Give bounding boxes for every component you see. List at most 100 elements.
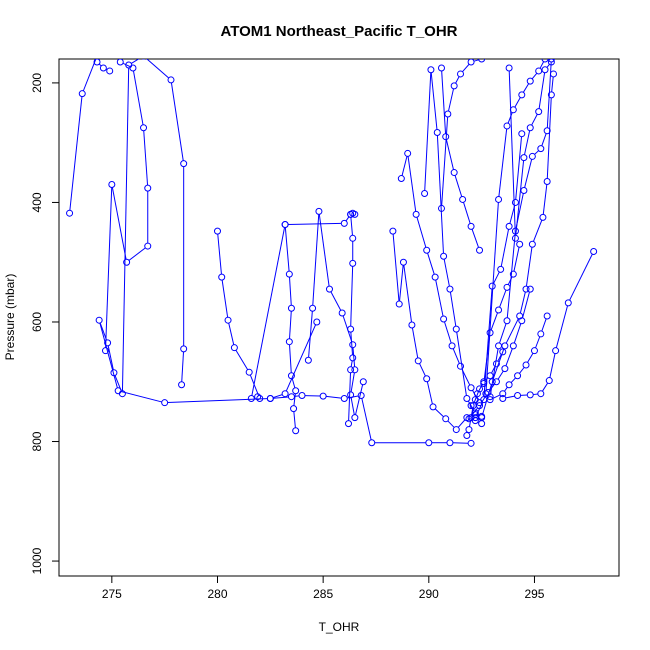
y-axis-label: Pressure (mbar) [3,274,17,361]
data-point [287,393,295,401]
data-point [444,110,452,118]
series-segment [350,372,355,393]
data-point [539,213,547,221]
series-segment [318,214,330,287]
data-point [423,246,431,254]
data-point [349,341,357,349]
data-point [304,356,312,364]
series-segment [546,97,552,179]
data-point [488,378,496,386]
series-segment [507,112,513,124]
data-point [511,234,519,242]
data-point [505,222,513,230]
data-point [412,210,420,218]
series-segment [462,63,470,73]
data-point [256,394,264,402]
series-segment [345,216,350,222]
x-tick-label: 280 [207,587,227,601]
data-point [123,258,131,266]
series-segment [312,214,320,306]
series-segment [519,367,525,374]
series-segment [470,407,479,417]
plot-frame [58,58,620,577]
series-segment [542,184,548,215]
data-point [66,209,74,217]
series-segment [497,354,502,362]
series-segment [284,227,290,272]
data-point [429,403,437,411]
series-13 [437,64,484,254]
series-segment [132,70,144,125]
data-point [347,325,355,333]
data-point [590,247,598,255]
series-segment [411,327,419,358]
data-point [440,315,448,323]
series-20 [486,312,551,404]
series-segment [475,391,479,398]
data-point [465,426,473,434]
data-point [518,130,526,138]
data-point [309,304,317,312]
series-segment [498,128,508,197]
series-16 [471,130,526,422]
data-point [347,210,355,218]
data-point [459,195,467,203]
series-segment [434,408,444,418]
series-segment [289,277,292,306]
data-point [541,59,549,63]
series-segment [457,419,466,428]
series-segment [524,159,533,188]
series-segment [519,291,526,314]
series-segment [347,395,359,399]
series-segment [424,72,432,191]
data-point [180,345,188,353]
data-point [345,420,353,428]
data-point [448,342,456,350]
data-point [404,149,412,157]
data-point [285,270,293,278]
data-point [319,392,327,400]
data-point [457,70,465,78]
data-point [99,64,107,72]
series-segment [508,70,516,236]
series-segment [441,70,447,134]
data-point [518,91,526,99]
data-point [349,234,357,242]
data-point [351,414,359,422]
series-segment [273,394,283,399]
series-segment [326,395,342,399]
data-point [478,59,486,63]
data-point [395,300,403,308]
data-point [425,439,433,447]
series-21 [499,247,598,402]
data-point [478,420,486,428]
data-point [520,186,528,194]
data-point [368,439,376,447]
y-tick-label: 600 [30,312,44,332]
data-point [423,375,431,383]
series-segment [251,227,286,396]
series-segment [471,408,474,415]
series-segment [555,305,568,348]
series-segment [294,395,300,397]
data-point [108,181,116,189]
series-segment [330,291,342,311]
data-point [450,169,458,177]
data-point [526,124,534,132]
data-point [552,347,560,355]
series-segment [82,59,97,92]
data-point [522,285,530,293]
data-point [547,59,555,63]
series-segment [497,370,504,380]
data-point [499,394,507,402]
series-segment [350,397,355,415]
series-segment [480,394,487,404]
plot-area [66,59,598,447]
data-point [535,108,543,116]
data-point [543,127,551,135]
series-segment [235,349,249,370]
series-3 [101,59,152,355]
data-point [95,316,103,324]
data-point [543,312,551,320]
series-segment [350,217,353,236]
